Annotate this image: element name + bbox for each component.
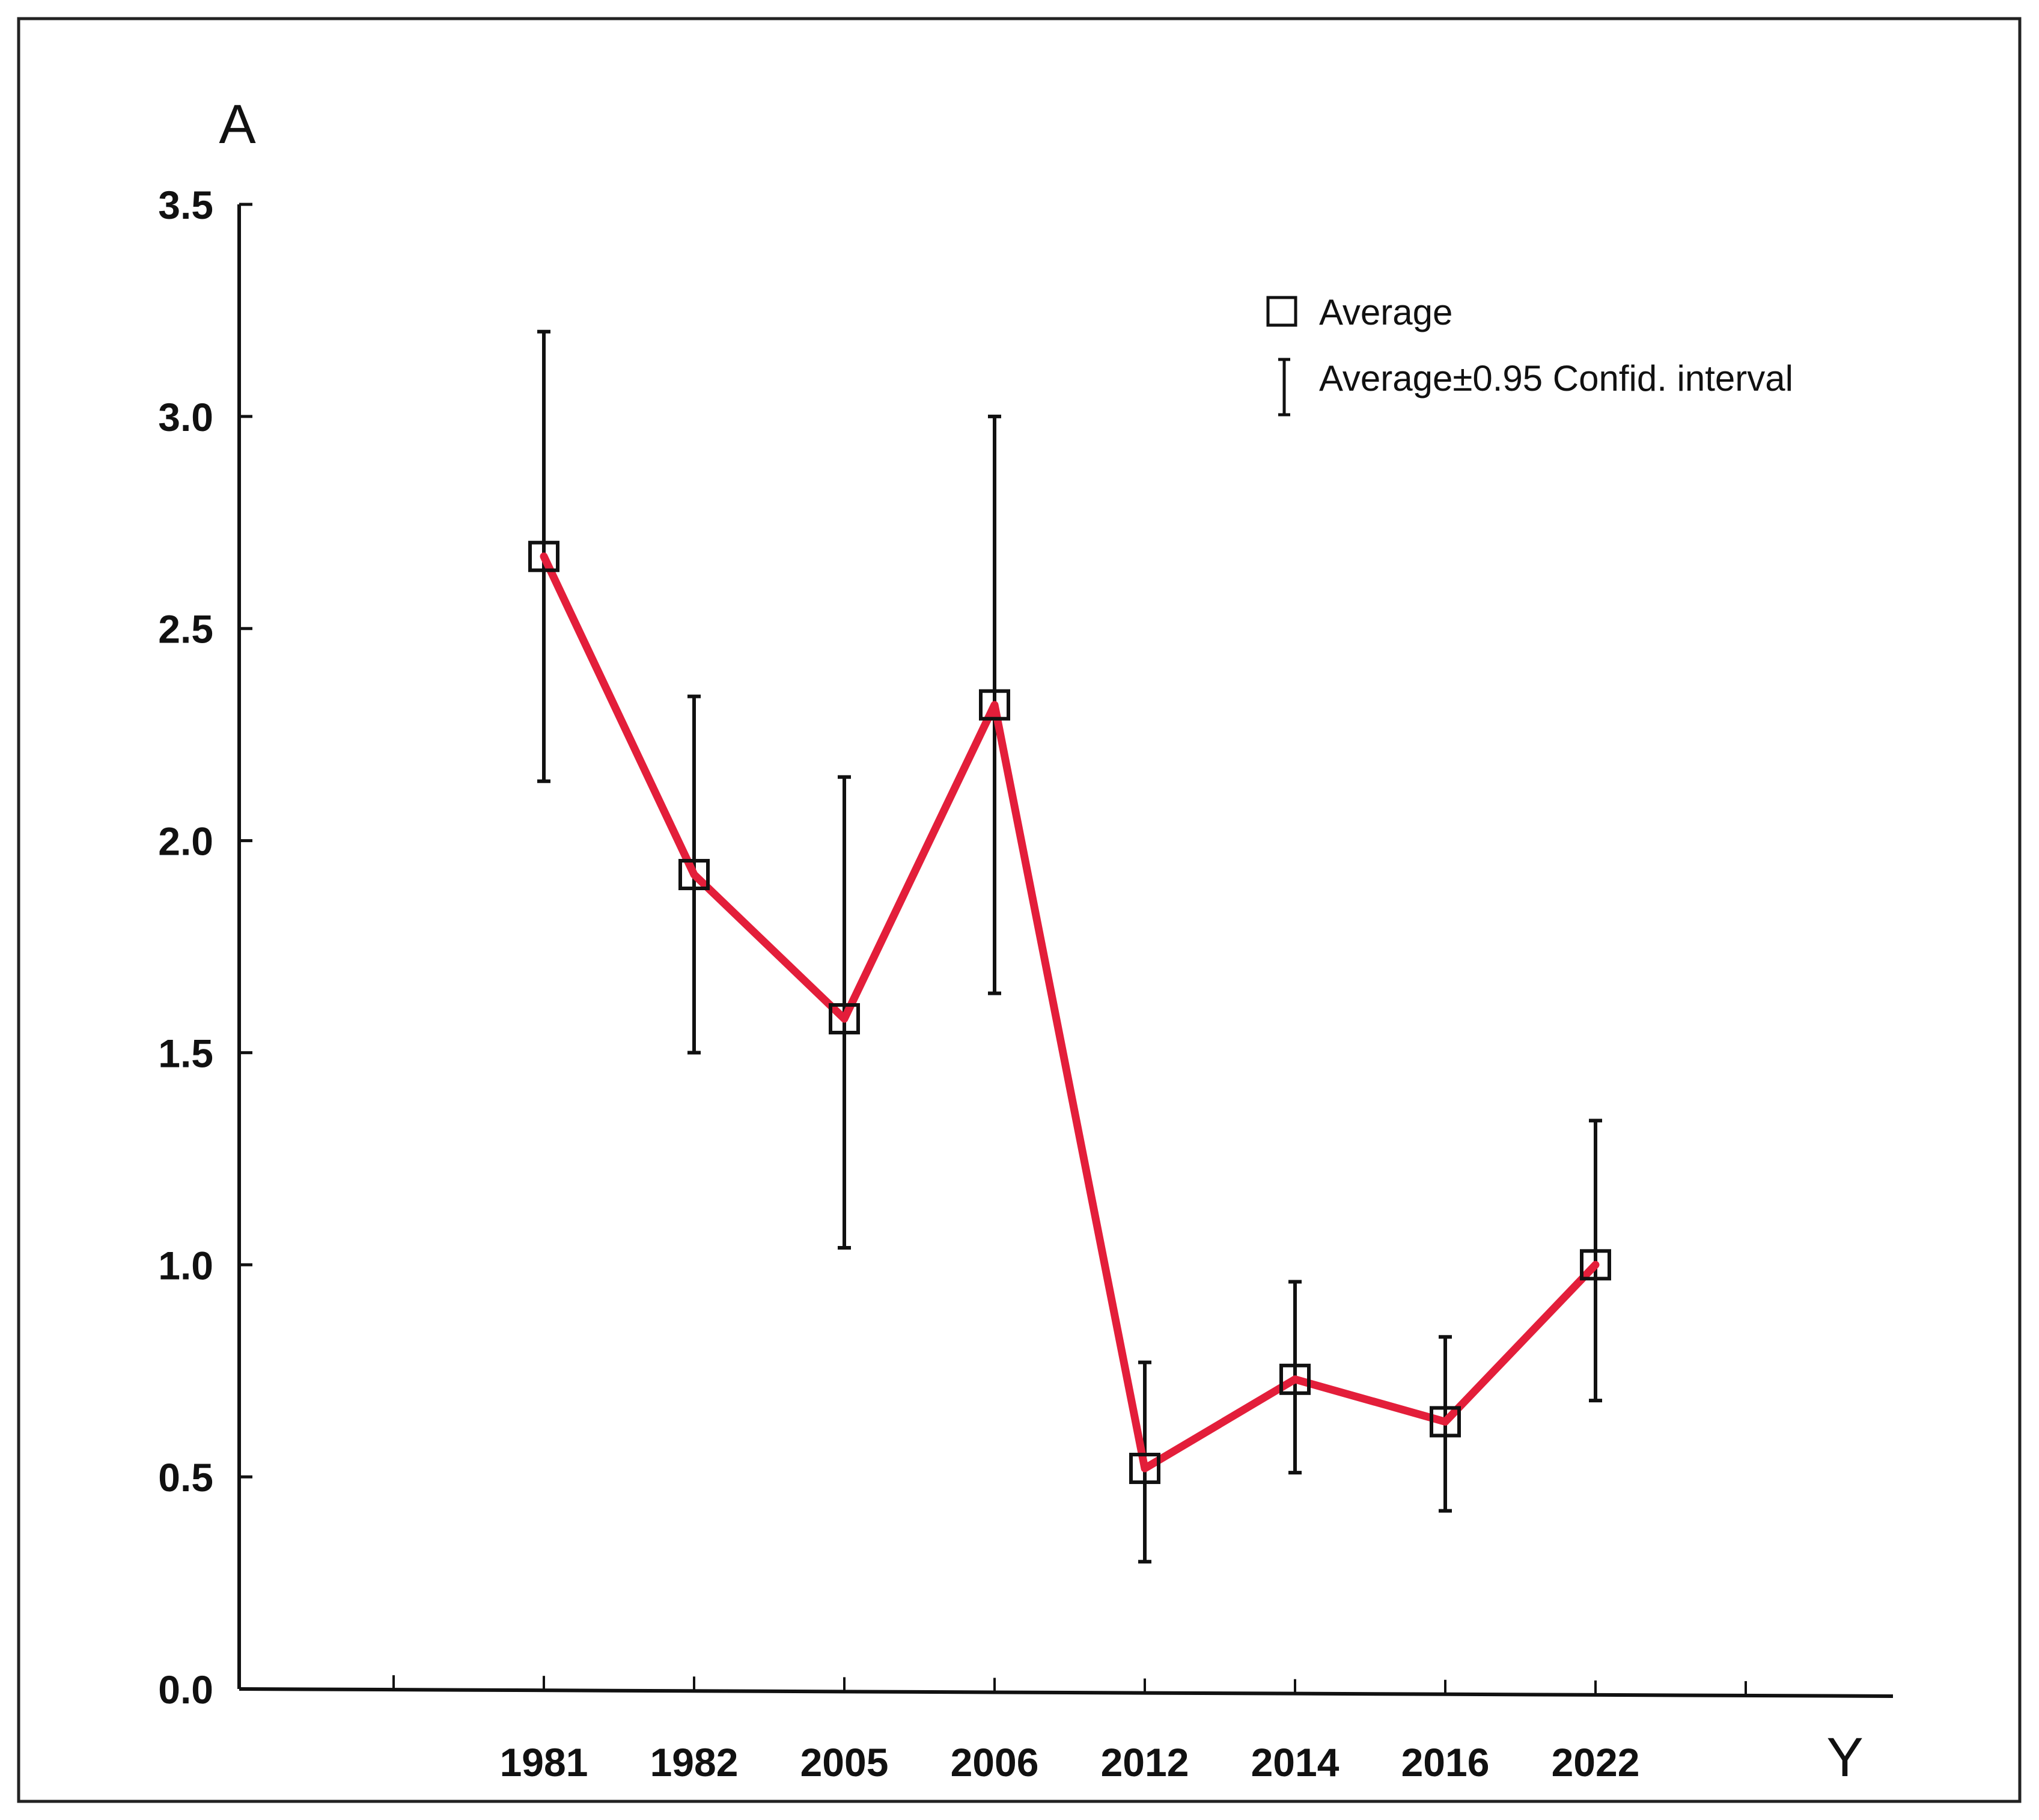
y-tick-label: 1.5 <box>158 1031 213 1075</box>
data-markers <box>528 540 1611 1485</box>
x-axis-title: Y <box>1826 1727 1863 1788</box>
x-tick-label: 2014 <box>1251 1740 1340 1785</box>
series-line-average <box>540 552 1600 1473</box>
y-tick-label: 0.5 <box>158 1455 213 1500</box>
series-lines <box>540 552 1600 1473</box>
x-ticks: 1981 1982 2005 2006 2012 2014 2016 2022 <box>392 1675 1747 1785</box>
legend: Average Average±0.95 Confid. interval <box>1266 292 1793 417</box>
data-point-marker <box>1129 1453 1160 1485</box>
y-axis-title: A <box>219 94 256 155</box>
y-tick-label: 0.0 <box>158 1667 213 1712</box>
x-tick-label: 2022 <box>1552 1740 1640 1785</box>
y-ticks: 0.0 0.5 1.0 1.5 2.0 2.5 3.0 3.5 <box>158 183 252 1712</box>
data-point-marker <box>1580 1249 1611 1281</box>
x-tick-label: 1981 <box>500 1740 588 1785</box>
legend-average-square-icon <box>1266 296 1297 327</box>
x-tick-label: 2012 <box>1101 1740 1189 1785</box>
x-tick-label: 1982 <box>650 1740 739 1785</box>
data-point-marker <box>528 540 559 572</box>
y-tick-label: 3.5 <box>158 183 213 227</box>
data-point-marker <box>678 859 710 891</box>
data-point-marker <box>1430 1406 1461 1438</box>
legend-average-label: Average <box>1319 292 1452 332</box>
y-tick-label: 1.0 <box>158 1243 213 1287</box>
axes <box>237 204 1894 1698</box>
data-point-marker <box>829 1003 860 1034</box>
y-tick-label: 2.5 <box>158 607 213 652</box>
x-tick-label: 2016 <box>1401 1740 1490 1785</box>
legend-ci-label: Average±0.95 Confid. interval <box>1319 358 1793 399</box>
x-axis-line <box>239 1687 1894 1698</box>
y-tick-label: 3.0 <box>158 395 213 439</box>
x-tick-label: 2006 <box>951 1740 1039 1785</box>
data-point-marker <box>1279 1363 1311 1395</box>
x-tick-label: 2005 <box>800 1740 889 1785</box>
data-point-marker <box>979 689 1010 721</box>
figure-border <box>17 17 2022 1803</box>
y-tick-label: 2.0 <box>158 819 213 864</box>
legend-whisker-icon <box>1278 358 1290 417</box>
